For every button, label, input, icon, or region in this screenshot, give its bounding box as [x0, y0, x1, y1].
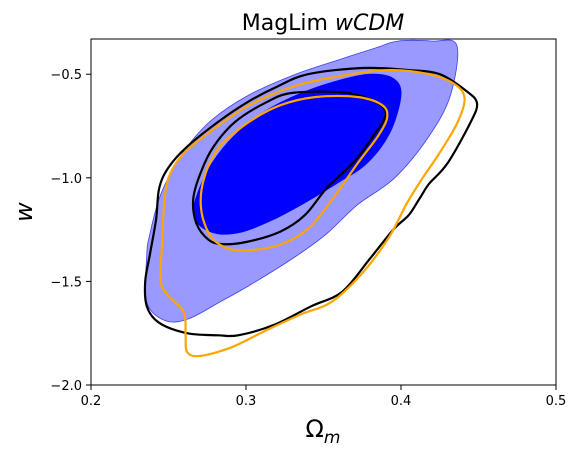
- y-tick-label: −1.0: [50, 172, 82, 187]
- y-tick-label: −2.0: [50, 379, 82, 394]
- y-tick-label: −1.5: [50, 275, 82, 290]
- line-contour-inner-3: [191, 90, 387, 246]
- line-contour-outer-2: [143, 66, 479, 338]
- line-contour-outer-4: [159, 68, 466, 358]
- x-axis-label: Ωm: [306, 415, 341, 448]
- x-tick-label: 0.4: [391, 394, 412, 409]
- x-tick-label: 0.3: [236, 394, 257, 409]
- chart-title-model: wCDM: [335, 11, 404, 36]
- line-contour-inner-5: [199, 94, 389, 252]
- x-tick-label: 0.2: [81, 394, 102, 409]
- chart-title-prefix: MagLim: [242, 11, 335, 36]
- plot-area: [143, 39, 479, 358]
- x-axis-label-sub: m: [324, 428, 341, 448]
- axes-frame: [90, 38, 557, 386]
- y-tick-label: −0.5: [50, 68, 82, 83]
- x-axis-label-main: Ω: [306, 415, 324, 443]
- x-axis-ticks: 0.2 0.3 0.4 0.5: [81, 385, 567, 409]
- x-tick-label: 0.5: [546, 394, 567, 409]
- y-axis-label: w: [10, 202, 38, 222]
- y-axis-ticks: −2.0 −1.5 −1.0 −0.5: [50, 68, 91, 394]
- chart-title: MagLim wCDM: [242, 11, 405, 36]
